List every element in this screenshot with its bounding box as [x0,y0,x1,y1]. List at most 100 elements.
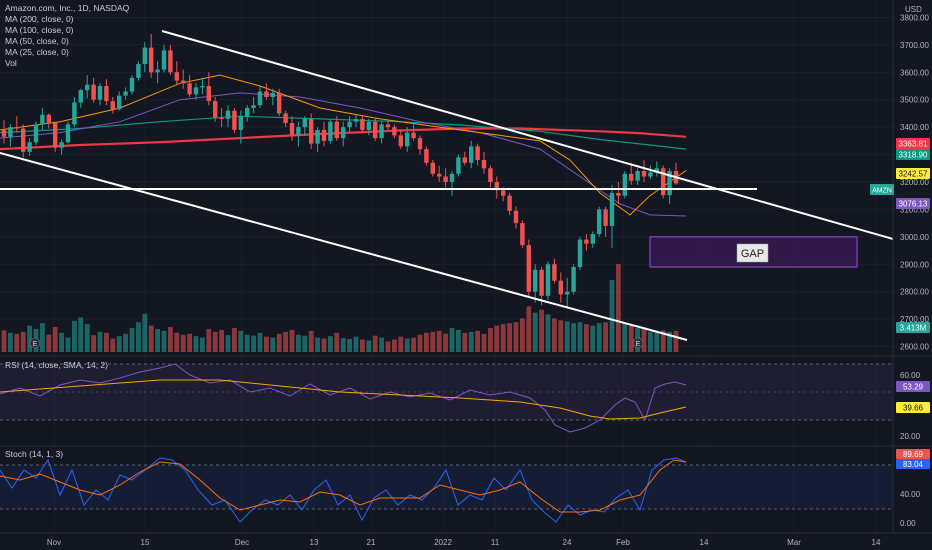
candle-body [437,173,442,177]
stoch-tick-40: 40.00 [900,490,921,499]
candle-body [97,86,103,100]
price-tick: 3400.00 [900,123,929,132]
main-legend[interactable]: Amazon.com, Inc., 1D, NASDAQ MA (200, cl… [5,3,129,69]
candle-body [270,92,275,97]
ma25-value: 3242.57 [899,170,928,179]
volume-bar [84,324,90,352]
candle-body [65,124,71,143]
candle-body [328,121,333,141]
volume-bar [97,331,103,352]
legend-ma50[interactable]: MA (50, close, 0) [5,36,69,46]
volume-bar [289,329,295,352]
volume-bar [379,337,384,352]
candle-body [379,124,384,139]
legend-ma25[interactable]: MA (25, close, 0) [5,47,69,57]
candle-body [360,118,365,130]
candle-body [501,190,506,196]
candle-body [302,118,307,128]
legend-ma200[interactable]: MA (200, close, 0) [5,14,74,24]
upper-trendline[interactable] [161,30,894,240]
candle-body [584,239,589,244]
volume-bar [27,325,32,352]
volume-bar [603,322,608,352]
candle-body [590,234,595,244]
price-tick: 3200.00 [900,178,929,187]
ma25-line [0,74,687,216]
rsi-legend[interactable]: RSI (14, close, SMA, 14, 2) [5,360,108,371]
ma100-badge: 3318.90 [896,149,930,160]
candle-body [251,105,256,108]
volume-bar [558,320,564,352]
volume-bar [539,309,544,352]
volume-bar [526,306,532,352]
gap-label-text: GAP [741,248,764,260]
candle-body [219,117,224,119]
volume-bar [104,332,109,352]
price-tick: 3700.00 [900,41,929,50]
time-label-dec: Dec [235,538,249,547]
stoch-panel [0,457,893,523]
volume-bar [411,337,416,352]
trendlines[interactable] [0,30,894,341]
candle-body [40,114,45,125]
candle-body [571,267,576,292]
candle-body [315,129,320,144]
price-tick: 3000.00 [900,233,929,242]
candle-body [309,118,314,144]
stoch-title: Stoch (14, 1, 3) [5,449,64,459]
volume-bar [385,341,391,352]
candle-body [558,280,563,295]
symbol-badge: AMZN [870,184,894,195]
volume-bar [212,331,218,352]
volume-bar [65,337,71,352]
time-label-14-feb: 14 [700,538,709,547]
time-label-24: 24 [563,538,572,547]
volume-bar [238,330,244,352]
volume-bar [328,336,333,352]
lower-trendline[interactable] [0,152,688,341]
volume-bar [654,332,660,352]
volume-bar [180,334,186,352]
candle-body [552,264,557,281]
rsi-panel [0,363,893,433]
earnings-marker-2[interactable]: E [632,337,644,349]
volume-bar [8,332,13,352]
candle-body [417,138,423,150]
volume-bar [430,331,436,352]
volume-bar [257,332,263,352]
ma200-value: 3363.81 [899,140,928,149]
time-label-15: 15 [141,538,150,547]
gap-label[interactable]: GAP [736,243,769,263]
candle-body [341,127,346,139]
stoch-d-value: 83.04 [903,460,924,469]
volume-bar [360,339,365,352]
legend-volume[interactable]: Vol [5,58,17,68]
volume-bar [225,335,231,352]
candle-body [411,132,416,139]
candle-body [21,128,26,152]
candle-body [283,113,288,124]
volume-badge: 3.413M [896,322,930,333]
candle-body [622,173,627,196]
time-label-14-mar: 14 [872,538,881,547]
volume-bar [193,336,199,352]
candle-body [565,291,570,295]
legend-ma100[interactable]: MA (100, close, 0) [5,25,74,35]
volume-bar [417,334,423,352]
earnings-marker-1[interactable]: E [29,337,41,349]
rsi-sma-badge: 39.66 [896,402,930,413]
candle-body [629,173,634,181]
volume-bar [347,339,352,352]
volume-bar [628,325,634,352]
stoch-legend[interactable]: Stoch (14, 1, 3) [5,449,63,460]
price-axis[interactable]: 3800.003700.003600.003500.003400.003300.… [900,13,929,351]
volume-bar [596,323,602,352]
rsi-sma-line [0,379,687,420]
candle-body [385,124,391,128]
time-label-nov: Nov [47,538,61,547]
time-axis[interactable]: Nov 15 Dec 13 21 2022 11 24 Feb 14 Mar 1… [47,538,881,547]
volume-bar [609,280,615,352]
volume-value: 3.413M [900,324,927,333]
rsi-title: RSI (14, close, SMA, 14, 2) [5,360,108,370]
